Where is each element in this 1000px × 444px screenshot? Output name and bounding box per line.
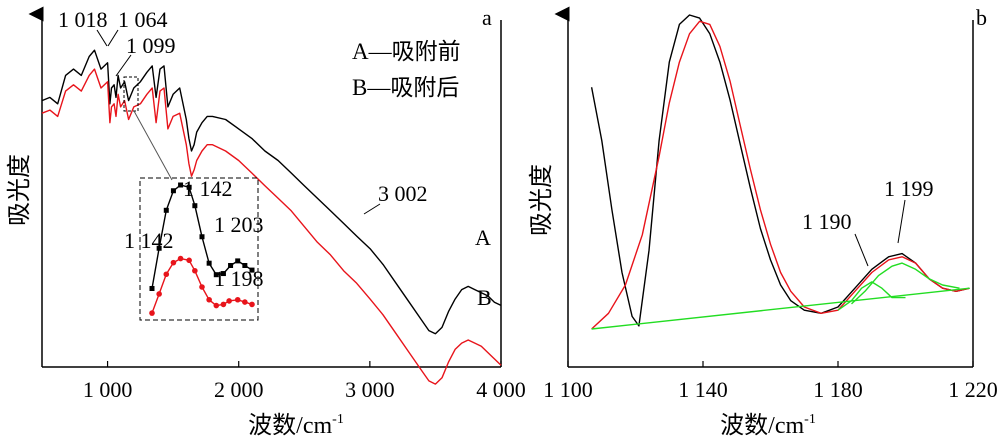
series-line-black xyxy=(590,14,970,327)
inset-point-black xyxy=(163,207,169,213)
b-tick-label-1180: 1 180 xyxy=(813,377,863,402)
inset-point-black xyxy=(178,182,184,188)
x-axis-label-a-text: 波数/cm xyxy=(248,412,332,439)
x-axis-label-b: 波数/cm-1 xyxy=(720,412,816,439)
inset-point-black xyxy=(220,271,226,277)
a-tick-label-1000: 1 000 xyxy=(83,377,133,402)
y-axis-label-b: 吸光度 xyxy=(528,164,555,236)
peak-leader-1190 xyxy=(854,233,869,267)
inset-peak-label-black-1203: 1 203 xyxy=(214,212,264,237)
curve-label-b: B xyxy=(477,285,492,310)
inset-point-red xyxy=(177,255,184,262)
x-ticks-b: 1 100 1 140 1 180 1 220 xyxy=(543,361,998,402)
inset-point-red xyxy=(206,296,212,303)
b-tick-label-1140: 1 140 xyxy=(678,377,728,402)
inset-point-black xyxy=(235,258,241,264)
inset-point-red xyxy=(199,284,205,290)
series-line-red xyxy=(591,20,970,330)
inset-point-black xyxy=(228,263,234,268)
a-tick-label-2000: 2 000 xyxy=(214,377,264,402)
y-axis-label-a: 吸光度 xyxy=(6,154,33,226)
panel-label-a: a xyxy=(482,5,492,30)
peak-label-1190: 1 190 xyxy=(802,209,852,234)
b-tick-label-1220: 1 220 xyxy=(948,377,998,402)
zoom-region-box xyxy=(123,76,139,112)
inset-point-black xyxy=(213,272,219,278)
b-tick-label-1100: 1 100 xyxy=(543,377,593,402)
baseline-line xyxy=(591,287,970,330)
inset-point-red xyxy=(220,301,227,308)
inset-peak-label-red-1142: 1 142 xyxy=(124,228,174,253)
inset-peak-label-red-1198: 1 198 xyxy=(214,266,264,291)
series-line-B xyxy=(41,68,502,385)
inset-point-red xyxy=(149,310,155,316)
inset-point-red xyxy=(186,257,192,264)
peak-label-1199: 1 199 xyxy=(884,176,934,201)
x-ticks-a: 1 000 2 000 3 000 4 000 xyxy=(83,361,526,402)
inset-point-red xyxy=(242,299,248,305)
inset-point-black xyxy=(206,260,212,266)
fit-peak-1199 xyxy=(851,262,960,305)
inset-point-red xyxy=(156,291,162,297)
peak-label-1064: 1 064 xyxy=(118,7,168,32)
a-tick-label-4000: 4 000 xyxy=(476,377,526,402)
peak-leader-3002 xyxy=(363,203,381,215)
zoom-connector xyxy=(133,110,173,181)
x-axis-label-a: 波数/cm-1 xyxy=(248,412,344,439)
peak-label-1018: 1 018 xyxy=(58,7,108,32)
inset-point-red xyxy=(249,301,255,308)
inset-point-black xyxy=(249,267,255,273)
curve-label-a: A xyxy=(475,225,491,250)
inset-point-black xyxy=(186,184,192,190)
inset-series-group xyxy=(149,182,255,316)
inset-point-red xyxy=(226,298,232,304)
fit-peak-1190 xyxy=(837,281,906,311)
inset-point-black xyxy=(149,286,155,291)
peak-leader-1099 xyxy=(115,54,132,77)
series-group-a xyxy=(41,49,502,385)
peak-label-3002: 3 002 xyxy=(378,181,428,206)
inset-point-black xyxy=(192,203,198,209)
x-axis-label-a-sup: -1 xyxy=(332,412,344,427)
x-axis-label-b-sup: -1 xyxy=(804,412,816,427)
inset-point-red xyxy=(163,271,170,278)
peak-leader-1018 xyxy=(96,29,108,47)
peak-leader-1199 xyxy=(897,199,906,244)
inset-point-black xyxy=(170,188,176,194)
inset-point-black xyxy=(199,234,205,240)
a-tick-label-3000: 3 000 xyxy=(345,377,395,402)
inset-point-red xyxy=(213,302,220,309)
legend-entry-a: A—吸附前 xyxy=(352,39,461,64)
chart-panel-b: 1 100 1 140 1 180 1 220 b 1 190 1 199 吸光度 波… xyxy=(528,5,998,439)
inset-point-red xyxy=(170,259,177,266)
inset-point-black xyxy=(242,263,248,268)
inset-frame xyxy=(139,177,259,321)
chart-panel-a: 1 000 2 000 3 000 4 000 a A—吸附前 B—吸附后 1 018… xyxy=(6,5,526,439)
series-line-A xyxy=(41,49,502,335)
panel-label-b: b xyxy=(976,5,987,30)
inset-point-red xyxy=(234,296,241,303)
inset-point-black xyxy=(156,245,162,251)
legend-entry-b: B—吸附后 xyxy=(352,75,459,100)
series-group-b xyxy=(590,14,970,330)
x-axis-label-b-text: 波数/cm xyxy=(720,412,804,439)
peak-label-1099: 1 099 xyxy=(126,33,176,58)
inset-point-red xyxy=(192,267,198,274)
inset-peak-label-black-1142: 1 142 xyxy=(183,176,233,201)
peak-leader-1064 xyxy=(107,29,119,47)
